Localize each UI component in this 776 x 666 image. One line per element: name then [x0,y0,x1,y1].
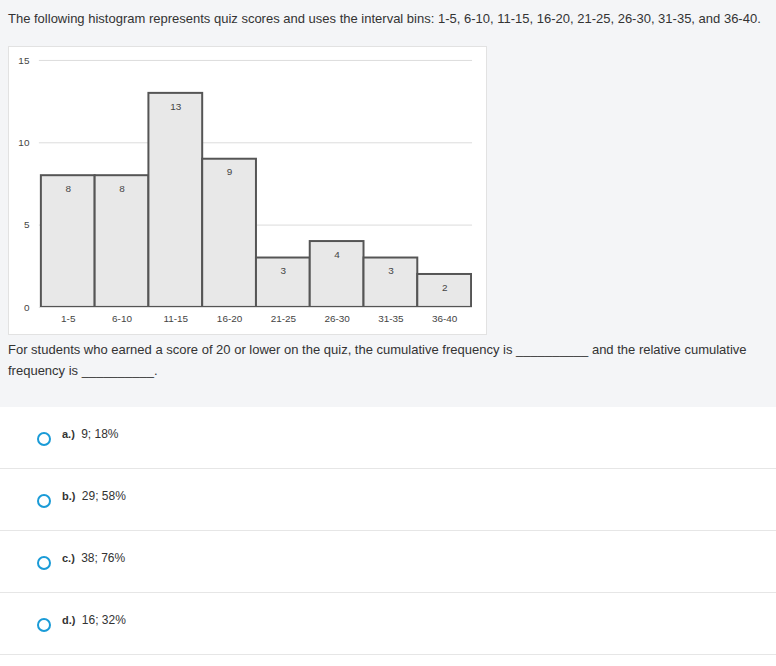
html-text:c.) 38; 76%: c.) 38; 76% [62,551,126,565]
svg-text:31-35: 31-35 [378,313,404,324]
svg-text:10: 10 [18,137,30,148]
svg-text:2: 2 [442,282,448,293]
svg-text:36-40: 36-40 [432,313,458,324]
html-text:d.) 16; 32%: d.) 16; 32% [62,613,126,627]
svg-text:8: 8 [119,183,125,194]
svg-text:13: 13 [170,101,182,112]
svg-text:0: 0 [24,302,30,313]
svg-text:26-30: 26-30 [324,313,350,324]
html-text:The following histogram repres: The following histogram represents quiz … [8,11,761,26]
svg-text:21-25: 21-25 [271,313,297,324]
svg-text:1-5: 1-5 [61,313,76,324]
svg-text:9: 9 [227,166,233,177]
svg-text:4: 4 [334,249,340,260]
svg-text:8: 8 [65,183,71,194]
svg-text:6-10: 6-10 [112,313,132,324]
html-text:a.) 9; 18%: a.) 9; 18% [62,427,119,441]
svg-text:15: 15 [18,55,30,66]
svg-text:5: 5 [24,219,30,230]
svg-text:11-15: 11-15 [163,313,188,324]
html-text:b.) 29; 58%: b.) 29; 58% [62,489,126,503]
html-text:For students who earned a scor: For students who earned a score of 20 or… [8,342,747,378]
svg-text:16-20: 16-20 [217,313,243,324]
svg-text:3: 3 [281,265,287,276]
svg-text:3: 3 [388,265,394,276]
